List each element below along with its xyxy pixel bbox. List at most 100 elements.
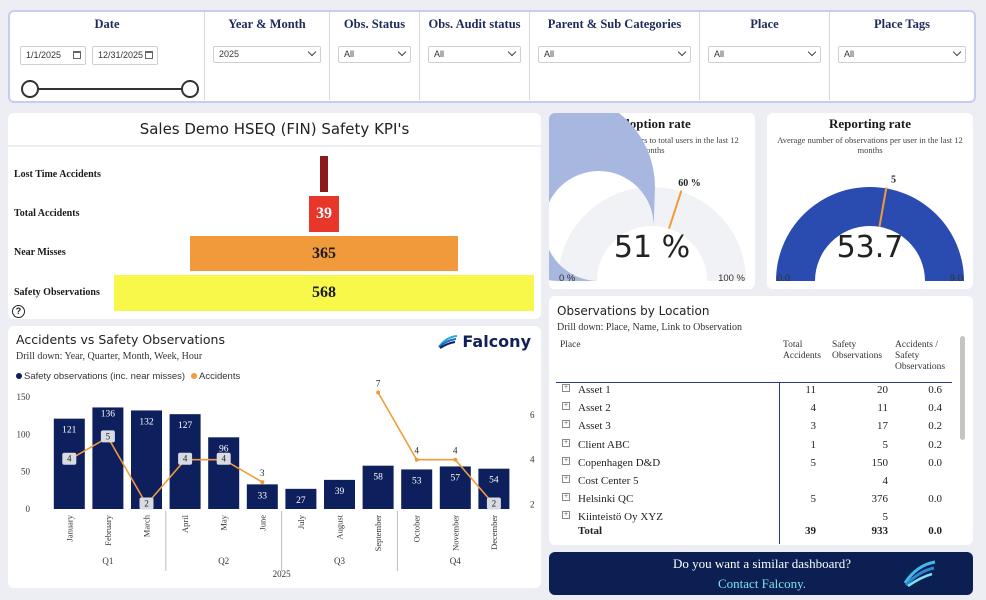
col-header-safety-line1: Safety — [832, 340, 857, 350]
table-row[interactable]: + Cost Center 5 4 — [556, 473, 952, 491]
expand-icon[interactable]: + — [562, 384, 570, 392]
calendar-icon[interactable] — [145, 51, 153, 59]
cell-total-accidents: 5 — [810, 456, 817, 469]
bar-value-label: 127 — [178, 421, 193, 431]
place-tags-dropdown[interactable]: All — [838, 46, 966, 63]
date-to-value: 12/31/2025 — [98, 50, 144, 60]
year-month-dropdown[interactable]: 2025 — [213, 46, 321, 63]
bar-value-label: 54 — [489, 476, 499, 486]
y-right-tick: 2 — [530, 500, 535, 510]
col-header-place[interactable]: Place — [560, 340, 581, 351]
bar-observations[interactable] — [401, 469, 433, 509]
expand-icon[interactable]: + — [562, 420, 570, 429]
legend-dot-accidents — [191, 373, 198, 379]
cell-place: Copenhagen D&D — [578, 456, 661, 469]
chart-title: Accidents vs Safety Observations — [16, 332, 225, 347]
col-header-total-accidents[interactable]: Total Accidents — [783, 340, 821, 362]
obs-audit-dropdown[interactable]: All — [428, 46, 521, 63]
reporting-rate-gauge[interactable]: 5 53.7 0.0 9.0 — [767, 113, 973, 289]
date-from-input[interactable]: 1/1/2025 — [20, 46, 86, 65]
contact-cta-banner[interactable]: Do you want a similar dashboard? Contact… — [549, 552, 973, 595]
chevron-down-icon — [307, 47, 317, 57]
table-scrollbar[interactable] — [960, 336, 965, 440]
table-row[interactable]: + Asset 1 11 20 0.6 — [556, 382, 952, 400]
bar-value-label: 53 — [412, 476, 422, 486]
cta-question: Do you want a similar dashboard? — [673, 556, 851, 571]
calendar-icon[interactable] — [73, 51, 81, 59]
expand-icon[interactable]: + — [562, 475, 570, 483]
point-accidents[interactable] — [376, 390, 381, 395]
date-slider-end-handle[interactable] — [181, 80, 199, 98]
obs-status-dropdown[interactable]: All — [338, 46, 411, 63]
year-month-value: 2025 — [219, 49, 240, 59]
table-row[interactable]: + Kiinteistö Oy XYZ 5 — [556, 509, 952, 527]
cell-total-accidents: 1 — [810, 438, 817, 451]
filter-bar: Date 1/1/2025 12/31/2025 Year & Month 20… — [8, 10, 976, 103]
obs-audit-title: Obs. Audit status — [428, 17, 521, 31]
point-accidents[interactable] — [453, 457, 458, 462]
table-row[interactable]: + Helsinki QC 5 376 0.0 — [556, 491, 952, 509]
y-right-tick: 4 — [530, 455, 535, 465]
expand-icon[interactable]: + — [562, 402, 570, 411]
adoption-target-marker — [668, 190, 683, 230]
col-header-ratio-line2: Safety — [895, 351, 920, 361]
table-row[interactable]: + Copenhagen D&D 5 150 0.0 — [556, 455, 952, 473]
place-dropdown[interactable]: All — [708, 46, 821, 63]
kpi-bar-safety-observations[interactable]: 568 — [114, 275, 534, 311]
cell-safety-observations: 11 — [877, 402, 888, 415]
bar-value-label: 132 — [139, 417, 154, 427]
accident-value-label: 4 — [414, 446, 419, 456]
expand-icon[interactable]: + — [562, 438, 570, 447]
table-row[interactable]: + Asset 3 3 17 0.2 — [556, 418, 952, 436]
cell-total-accidents: 11 — [805, 384, 816, 396]
expand-icon[interactable]: + — [562, 456, 570, 465]
bar-value-label: 121 — [62, 426, 77, 436]
point-accidents[interactable] — [414, 457, 419, 462]
kpi-bar-near-misses[interactable]: 365 — [189, 236, 459, 271]
expand-icon[interactable]: + — [562, 511, 570, 520]
legend-item-observations[interactable]: Safety observations (inc. near misses) — [16, 371, 185, 382]
table-total-row[interactable]: Total 39 933 0.0 — [556, 523, 952, 541]
bar-observations[interactable] — [439, 466, 471, 509]
bar-observations[interactable] — [92, 407, 124, 509]
bar-observations[interactable] — [362, 465, 394, 509]
reporting-target-marker — [878, 187, 888, 227]
date-slider-start-handle[interactable] — [21, 80, 39, 98]
expand-icon[interactable]: + — [562, 493, 570, 502]
cta-contact-link[interactable]: Contact Falcony. — [718, 576, 806, 591]
y-left-tick: 100 — [17, 429, 31, 439]
kpi-bar-total-accidents[interactable]: 39 — [309, 196, 339, 232]
bar-observations[interactable] — [285, 488, 317, 509]
y-left-tick: 50 — [21, 467, 31, 477]
accident-label-box — [139, 497, 154, 510]
reporting-max-label: 9.0 — [950, 273, 963, 284]
adoption-rate-gauge[interactable]: 60 % 51 % 0 % 100 % — [549, 113, 755, 289]
table-row[interactable]: + Asset 2 4 11 0.4 — [556, 400, 952, 418]
reporting-min-label: 0.0 — [777, 273, 790, 284]
date-from-value: 1/1/2025 — [26, 50, 62, 60]
x-tick-month: June — [257, 515, 267, 531]
adoption-gauge-track — [558, 186, 746, 281]
cell-ratio: 0.0 — [928, 525, 942, 537]
bar-observations[interactable] — [246, 484, 278, 509]
bar-observations[interactable] — [324, 479, 355, 509]
accident-value-label: 4 — [221, 454, 226, 464]
bar-value-label: 96 — [219, 444, 229, 454]
kpi-label-near-misses: Near Misses — [14, 247, 66, 258]
col-header-ratio[interactable]: Accidents / Safety Observations — [895, 340, 945, 373]
kpi-bar-lost-time[interactable] — [319, 156, 329, 192]
bar-observations[interactable] — [208, 437, 240, 509]
date-to-input[interactable]: 12/31/2025 — [92, 46, 158, 65]
falcony-logo: Falcony — [438, 332, 531, 351]
cell-ratio: 0.2 — [928, 420, 942, 433]
table-row[interactable]: + Client ABC 1 5 0.2 — [556, 437, 952, 455]
obs-status-value: All — [344, 49, 355, 59]
col-header-safety-observations[interactable]: Safety Observations — [832, 340, 882, 362]
categories-dropdown[interactable]: All — [538, 46, 691, 63]
point-accidents[interactable] — [260, 480, 265, 485]
legend-label-accidents: Accidents — [199, 371, 241, 382]
legend-item-accidents[interactable]: Accidents — [191, 371, 240, 382]
help-icon[interactable]: ? — [12, 305, 25, 318]
cell-place: Kiinteistö Oy XYZ — [578, 511, 663, 524]
date-slider-track[interactable] — [30, 88, 190, 90]
